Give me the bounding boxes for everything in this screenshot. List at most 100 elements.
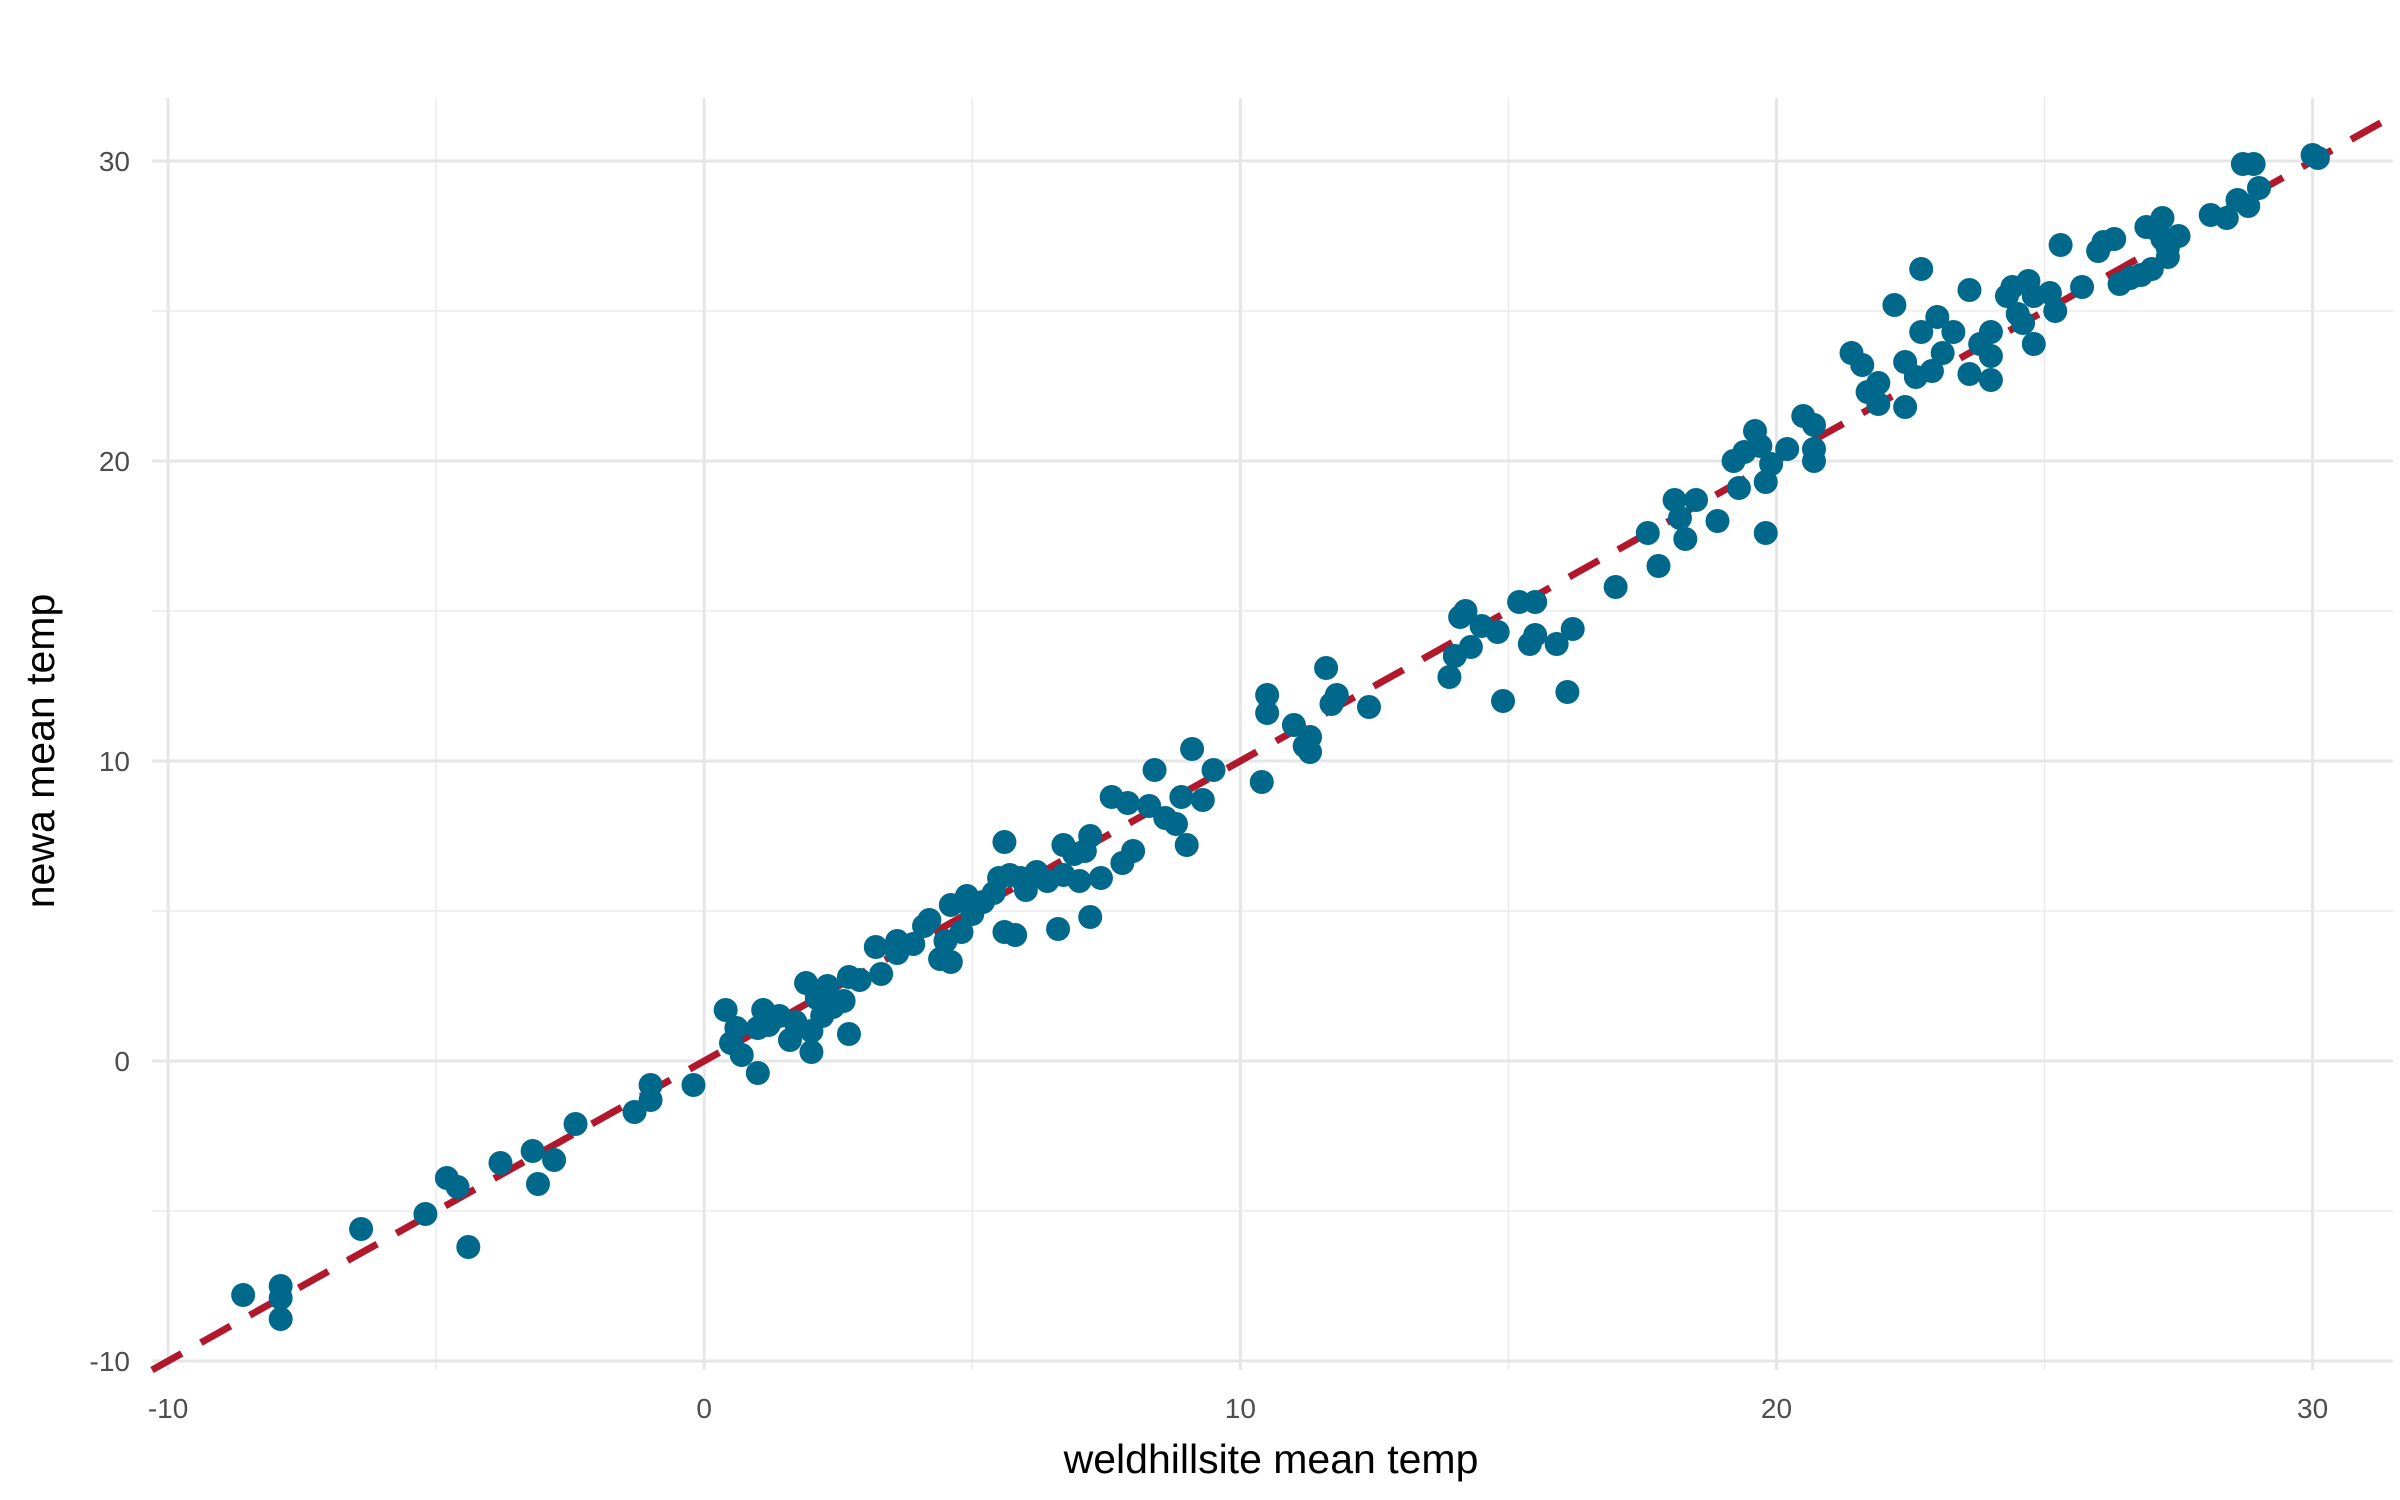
data-point-88 xyxy=(1255,683,1280,707)
data-point-154 xyxy=(1978,368,2003,392)
data-point-82 xyxy=(1169,785,1194,809)
data-point-127 xyxy=(1753,470,1778,494)
data-point-85 xyxy=(1190,788,1215,812)
x-tick-label-2: 10 xyxy=(1225,1393,1256,1424)
data-point-16 xyxy=(638,1073,663,1097)
grid xyxy=(152,98,2393,1370)
data-point-108 xyxy=(1523,623,1548,647)
data-point-114 xyxy=(1635,521,1660,545)
data-point-18 xyxy=(713,998,738,1022)
data-point-10 xyxy=(520,1139,545,1163)
data-point-144 xyxy=(1909,320,1934,344)
data-point-89 xyxy=(1255,701,1280,725)
data-point-122 xyxy=(1726,476,1751,500)
data-point-2 xyxy=(268,1286,293,1310)
data-point-17 xyxy=(681,1073,706,1097)
data-point-84 xyxy=(1180,737,1205,761)
y-tick-label-4: 30 xyxy=(99,146,130,177)
data-point-8 xyxy=(456,1235,481,1259)
data-point-178 xyxy=(2155,245,2180,269)
data-point-146 xyxy=(1925,305,1950,329)
data-point-69 xyxy=(1067,869,1092,893)
data-point-9 xyxy=(488,1151,513,1175)
y-tick-label-2: 10 xyxy=(99,746,130,777)
data-point-79 xyxy=(1142,758,1167,782)
data-point-101 xyxy=(1453,599,1478,623)
data-point-71 xyxy=(1078,824,1103,848)
data-point-152 xyxy=(1978,344,2003,368)
data-point-21 xyxy=(729,1043,754,1067)
data-points xyxy=(231,143,2330,1331)
data-point-76 xyxy=(1115,791,1140,815)
data-point-110 xyxy=(1544,632,1569,656)
data-point-133 xyxy=(1801,449,1826,473)
data-point-0 xyxy=(231,1283,256,1307)
data-point-161 xyxy=(2021,332,2046,356)
data-point-13 xyxy=(563,1112,588,1136)
data-point-128 xyxy=(1759,452,1784,476)
data-point-184 xyxy=(2236,194,2261,218)
data-point-117 xyxy=(1667,506,1692,530)
data-point-129 xyxy=(1775,437,1800,461)
data-point-150 xyxy=(1957,362,1982,386)
data-point-163 xyxy=(2043,299,2068,323)
data-point-86 xyxy=(1201,758,1226,782)
x-tick-label-3: 20 xyxy=(1761,1393,1792,1424)
y-axis-title: newa mean temp xyxy=(17,594,63,909)
data-point-46 xyxy=(917,908,942,932)
data-point-4 xyxy=(349,1217,374,1241)
data-point-58 xyxy=(992,830,1017,854)
data-point-165 xyxy=(2070,275,2095,299)
data-point-137 xyxy=(1866,371,1891,395)
data-point-5 xyxy=(413,1202,438,1226)
data-point-176 xyxy=(2150,206,2175,230)
data-point-188 xyxy=(2305,146,2330,170)
data-point-168 xyxy=(2102,227,2127,251)
data-point-34 xyxy=(815,974,840,998)
data-point-7 xyxy=(445,1175,470,1199)
data-point-65 xyxy=(1046,917,1071,941)
data-point-111 xyxy=(1555,680,1580,704)
data-point-38 xyxy=(836,1022,861,1046)
data-point-113 xyxy=(1603,575,1628,599)
data-point-23 xyxy=(745,1061,770,1085)
data-point-186 xyxy=(2246,176,2271,200)
data-point-11 xyxy=(526,1172,551,1196)
data-point-104 xyxy=(1485,620,1510,644)
data-point-143 xyxy=(1909,257,1934,281)
data-point-12 xyxy=(542,1148,567,1172)
data-point-97 xyxy=(1357,695,1382,719)
data-point-138 xyxy=(1866,392,1891,416)
data-point-93 xyxy=(1298,740,1323,764)
data-point-162 xyxy=(2037,281,2062,305)
data-point-131 xyxy=(1801,413,1826,437)
data-point-39 xyxy=(847,968,872,992)
data-point-20 xyxy=(724,1016,749,1040)
data-point-98 xyxy=(1437,665,1462,689)
data-point-40 xyxy=(863,935,888,959)
data-point-105 xyxy=(1491,689,1516,713)
data-point-116 xyxy=(1662,488,1687,512)
data-point-139 xyxy=(1882,293,1907,317)
data-point-140 xyxy=(1893,395,1918,419)
data-point-3 xyxy=(268,1307,293,1331)
x-tick-label-0: -10 xyxy=(148,1393,188,1424)
data-point-164 xyxy=(2048,233,2073,257)
data-point-119 xyxy=(1684,488,1709,512)
data-point-62 xyxy=(1013,878,1038,902)
data-point-158 xyxy=(2011,311,2036,335)
data-point-94 xyxy=(1314,656,1339,680)
data-point-81 xyxy=(1163,812,1188,836)
data-point-153 xyxy=(1978,320,2003,344)
data-point-41 xyxy=(869,962,894,986)
data-point-179 xyxy=(2166,224,2191,248)
data-point-185 xyxy=(2241,152,2266,176)
data-point-181 xyxy=(2214,206,2239,230)
data-point-112 xyxy=(1560,617,1585,641)
data-point-148 xyxy=(1941,320,1966,344)
data-point-72 xyxy=(1078,905,1103,929)
data-point-125 xyxy=(1748,434,1773,458)
data-point-73 xyxy=(1088,866,1113,890)
data-point-83 xyxy=(1174,833,1199,857)
